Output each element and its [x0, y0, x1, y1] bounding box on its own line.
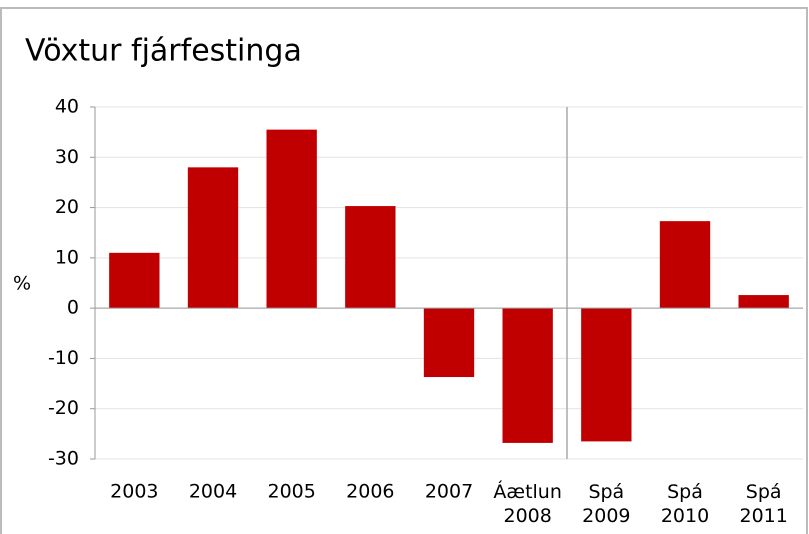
bar — [659, 221, 711, 309]
bar — [187, 167, 239, 309]
bar — [345, 206, 396, 309]
bar — [502, 308, 553, 443]
chart-title: Vöxtur fjárfestinga — [25, 34, 302, 69]
x-tick-label: Spá 2009 — [582, 481, 630, 527]
y-tick-label: 20 — [55, 196, 79, 218]
bar — [423, 308, 475, 378]
bar — [109, 252, 160, 309]
y-tick-label: -10 — [48, 347, 79, 369]
x-tick-label: Spá 2011 — [739, 481, 787, 527]
y-tick-label: 40 — [55, 96, 79, 118]
bar — [581, 308, 632, 442]
chart-frame — [0, 7, 808, 534]
y-tick-label: 30 — [55, 146, 79, 168]
x-tick-label: 2004 — [189, 481, 237, 503]
bar — [738, 295, 789, 309]
x-tick-label: 2006 — [346, 481, 394, 503]
y-tick-label: -20 — [48, 397, 79, 419]
y-tick-label: -30 — [48, 448, 79, 470]
x-tick-label: 2005 — [267, 481, 315, 503]
y-axis-label: % — [13, 273, 31, 295]
x-tick-label: 2007 — [425, 481, 473, 503]
y-tick-label: 10 — [55, 246, 79, 268]
bar — [266, 129, 317, 309]
x-tick-label: Spá 2010 — [661, 481, 709, 527]
x-tick-label: 2003 — [110, 481, 158, 503]
y-tick-label: 0 — [67, 297, 79, 319]
x-tick-label: Áætlun 2008 — [493, 480, 561, 527]
